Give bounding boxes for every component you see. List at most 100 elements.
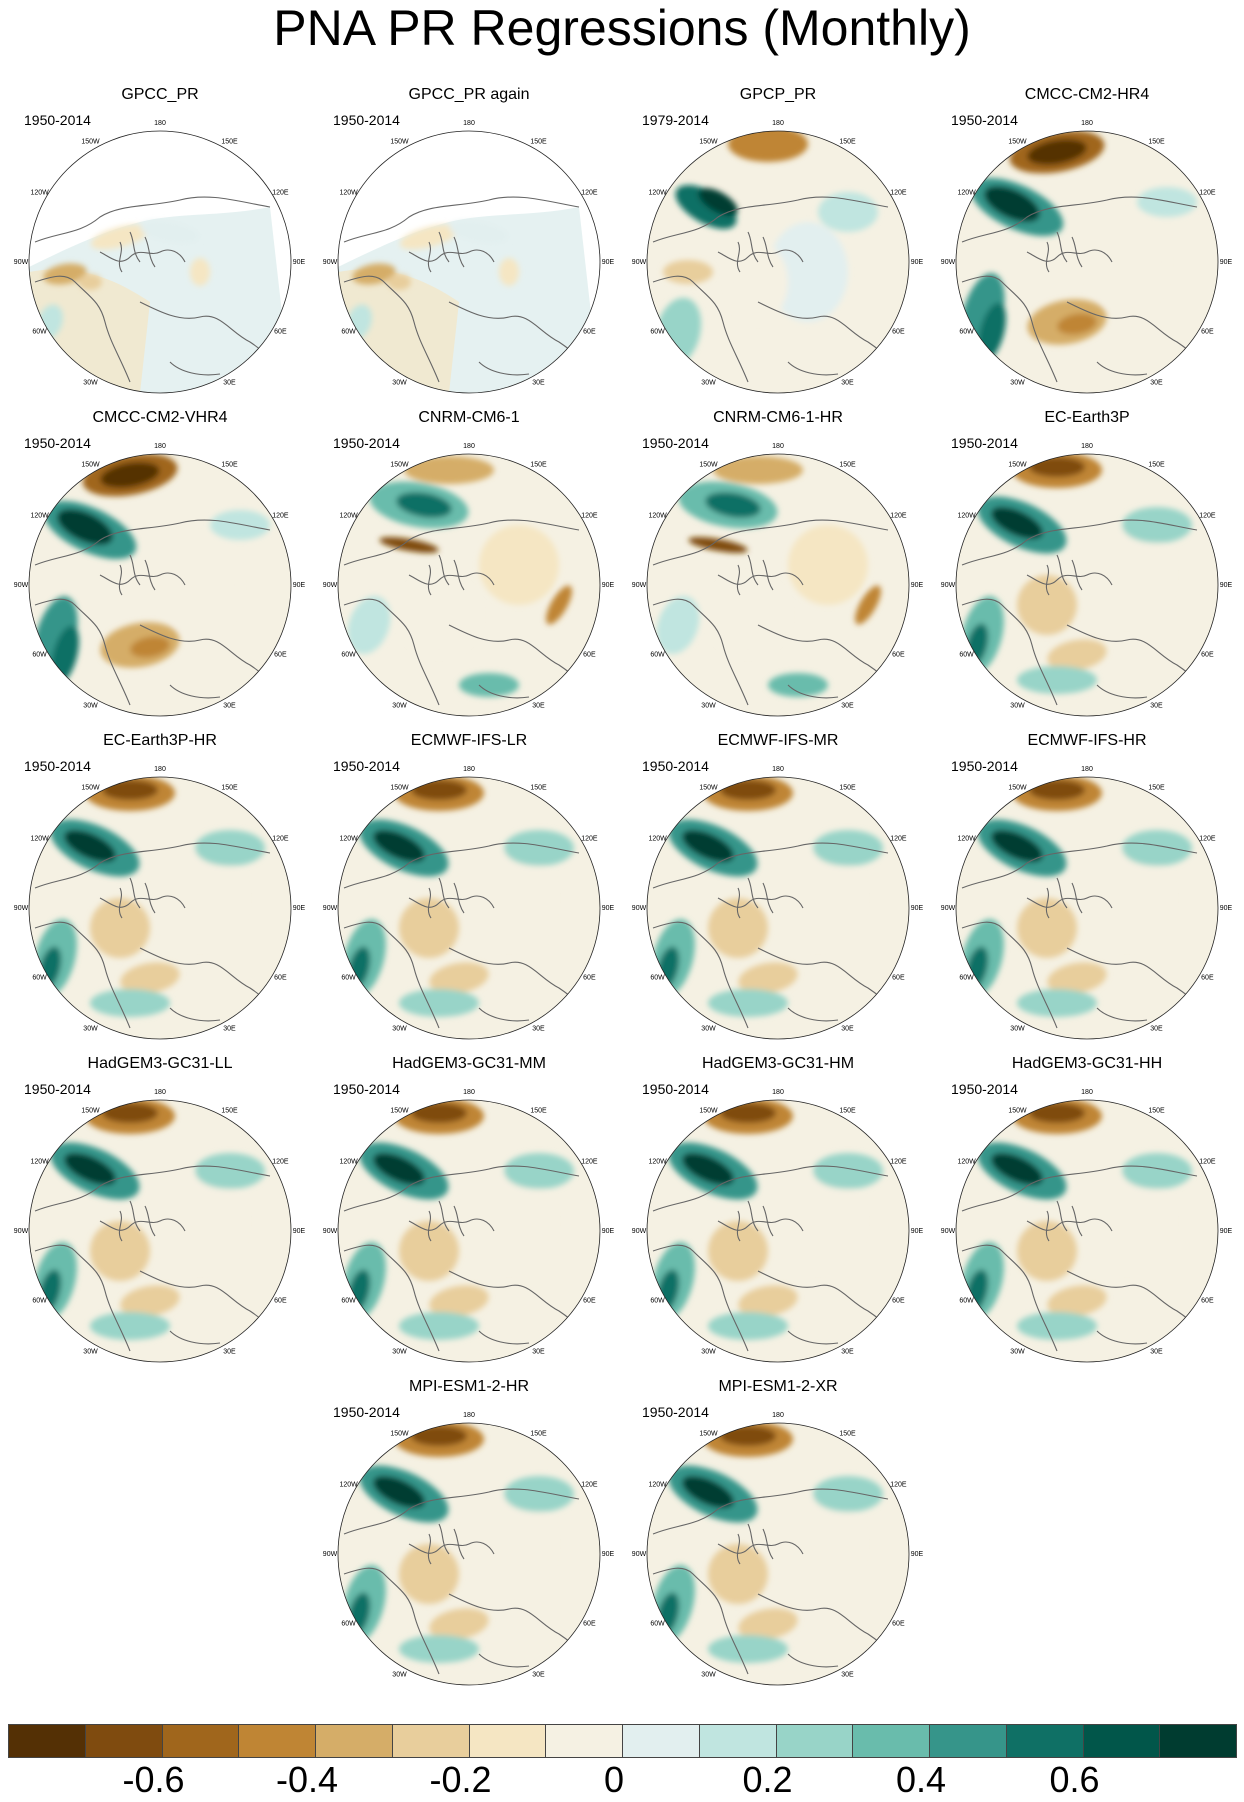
polar-map: 180150E120E90E60E30E030W60W90W120W150W	[941, 120, 1233, 394]
longitude-label: 120E	[272, 190, 289, 197]
coastline	[34, 598, 131, 706]
map-panel: 180150E120E90E60E30E030W60W90W120W150WMP…	[628, 1378, 928, 1688]
longitude-label: 60E	[583, 975, 596, 982]
panel-title: MPI-ESM1-2-HR	[408, 1378, 529, 1395]
colorbar-swatch	[698, 1724, 777, 1758]
longitude-label: 90E	[1220, 1228, 1233, 1235]
map-panel: 180150E120E90E60E30E030W60W90W120W150WCN…	[319, 409, 619, 719]
longitude-label: 90E	[293, 1228, 306, 1235]
longitude-label: 180	[772, 1412, 784, 1419]
regression-anomaly	[90, 898, 150, 958]
coastline	[961, 1165, 1198, 1212]
map-panel: 180150E120E90E60E30E030W60W90W120W150WGP…	[319, 86, 619, 396]
longitude-label: 150E	[530, 139, 547, 146]
polar-map: 180150E120E90E60E30E030W60W90W120W150W	[14, 443, 306, 717]
regression-anomaly	[399, 1312, 479, 1340]
longitude-label: 90W	[323, 905, 338, 912]
longitude-label: 30E	[223, 1348, 236, 1355]
longitude-label: 60E	[1201, 975, 1214, 982]
longitude-label: 30E	[532, 1348, 545, 1355]
regression-anomaly	[504, 830, 574, 866]
polar-map: 180150E120E90E60E30E030W60W90W120W150W	[323, 1089, 615, 1363]
polar-map: 180150E120E90E60E30E030W60W90W120W150W	[632, 766, 924, 1040]
regression-anomaly	[102, 1103, 158, 1123]
regression-anomaly	[1017, 1221, 1077, 1281]
coastline	[343, 921, 440, 1029]
longitude-label: 90W	[323, 1228, 338, 1235]
panel-title: ECMWF-IFS-HR	[1027, 732, 1147, 749]
longitude-label: 90E	[602, 1228, 615, 1235]
longitude-label: 30W	[1010, 1348, 1025, 1355]
longitude-label: 120E	[890, 836, 907, 843]
coastline	[408, 895, 495, 909]
longitude-label: 30E	[841, 702, 854, 709]
longitude-label: 150E	[221, 462, 238, 469]
longitude-label: 90E	[1220, 259, 1233, 266]
regression-anomaly	[738, 1608, 798, 1640]
regression-anomaly	[399, 224, 459, 250]
longitude-label: 60W	[650, 652, 665, 659]
longitude-label: 150W	[390, 462, 409, 469]
longitude-label: 90E	[602, 582, 615, 589]
longitude-label: 120W	[30, 190, 49, 197]
longitude-label: 180	[1081, 443, 1093, 450]
colorbar-swatch	[238, 1724, 316, 1758]
coastline	[652, 842, 889, 889]
coastline	[717, 1541, 804, 1555]
longitude-label: 90E	[293, 905, 306, 912]
map-panel: 180150E120E90E60E30E030W60W90W120W150WEC…	[10, 732, 310, 1042]
polar-map: 180150E120E90E60E30E030W60W90W120W150W	[941, 1089, 1233, 1363]
longitude-label: 90W	[632, 259, 647, 266]
coastline	[736, 1523, 774, 1565]
regression-anomaly	[720, 780, 776, 800]
regression-anomaly	[708, 989, 788, 1017]
panel-period: 1950-2014	[333, 1081, 400, 1097]
coastline	[1026, 895, 1113, 909]
coastline	[652, 598, 749, 706]
regression-anomaly	[64, 829, 116, 863]
panel-title: GPCC_PR	[121, 86, 199, 103]
panel-title: ECMWF-IFS-LR	[410, 732, 528, 749]
panel-title: GPCC_PR again	[408, 86, 530, 103]
longitude-label: 150W	[1008, 1108, 1027, 1115]
map-boundary	[646, 453, 910, 717]
longitude-label: 60W	[32, 329, 47, 336]
longitude-label: 90E	[293, 582, 306, 589]
panel-period: 1979-2014	[642, 112, 709, 128]
coastline	[961, 842, 1198, 889]
regression-anomaly	[1047, 639, 1107, 671]
map-boundary	[955, 453, 1219, 717]
longitude-label: 60E	[274, 975, 287, 982]
longitude-label: 150E	[1148, 785, 1165, 792]
polar-map: 180150E120E90E60E30E030W60W90W120W150W	[632, 443, 924, 717]
regression-anomaly	[855, 585, 881, 625]
polar-map: 180150E120E90E60E30E030W60W90W120W150W	[14, 766, 306, 1040]
coastline	[961, 519, 1198, 566]
regression-anomaly	[1047, 1285, 1107, 1317]
longitude-label: 60W	[959, 329, 974, 336]
panel-period: 1950-2014	[333, 112, 400, 128]
longitude-label: 30W	[392, 1671, 407, 1678]
coastline	[343, 196, 580, 243]
regression-anomaly	[411, 780, 467, 800]
longitude-label: 60E	[892, 975, 905, 982]
regression-anomaly	[504, 1153, 574, 1189]
regression-anomaly	[373, 1475, 425, 1509]
longitude-label: 120E	[272, 836, 289, 843]
map-boundary	[955, 776, 1219, 1040]
regression-anomaly	[1122, 507, 1192, 543]
longitude-label: 180	[463, 120, 475, 127]
longitude-label: 120E	[581, 513, 598, 520]
coastline	[652, 275, 749, 383]
longitude-label: 90E	[911, 1228, 924, 1235]
regression-anomaly	[1057, 313, 1097, 335]
coastline	[169, 684, 221, 699]
panel-period: 1950-2014	[951, 1081, 1018, 1097]
longitude-label: 120W	[339, 836, 358, 843]
longitude-label: 150E	[221, 785, 238, 792]
longitude-label: 30E	[1150, 1348, 1163, 1355]
longitude-label: 90W	[941, 259, 956, 266]
panel-period: 1950-2014	[24, 435, 91, 451]
regression-anomaly	[43, 263, 87, 285]
coastline	[787, 1653, 839, 1668]
